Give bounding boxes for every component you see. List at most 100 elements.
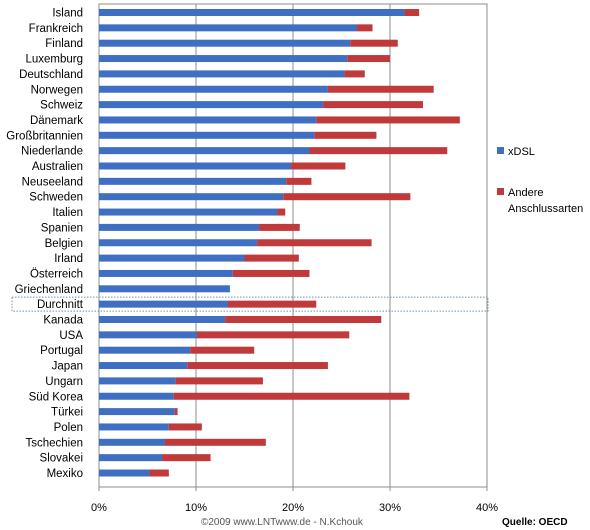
bar-andere (174, 408, 178, 416)
x-tick-label: 20% (282, 502, 304, 514)
category-label: Neuseeland (22, 176, 83, 188)
bar-andere (257, 239, 372, 247)
bar-andere (232, 269, 310, 277)
category-label: Finland (45, 38, 83, 50)
bar-xdsl (99, 147, 310, 155)
bar-xdsl (99, 316, 226, 323)
bar-andere (168, 423, 202, 431)
category-label: Schweden (29, 192, 83, 204)
bar-xdsl (99, 454, 163, 462)
x-tick-label: 0% (91, 502, 107, 514)
bar-xdsl (99, 39, 351, 47)
x-tick-labels: 0% 10% 20% 30% 40% (91, 502, 498, 514)
category-label: Türkei (51, 407, 83, 419)
bar-andere (347, 55, 390, 63)
bar-andere (357, 24, 373, 32)
highlight-box (11, 296, 489, 312)
bar-andere (291, 162, 346, 170)
category-label: Polen (54, 422, 83, 434)
category-label: Norwegen (31, 84, 83, 96)
bar-xdsl (99, 331, 197, 339)
bar-xdsl (99, 377, 176, 385)
legend: xDSL Andere Anschlussarten (497, 146, 583, 215)
bar-andere (309, 147, 448, 155)
bar-andere (173, 392, 410, 400)
category-label: Durchnitt (37, 299, 84, 311)
bar-andere (259, 223, 300, 231)
legend-label: Andere Anschlussarten (508, 187, 583, 215)
bar-andere (149, 469, 169, 477)
bar-xdsl (99, 70, 345, 78)
bar-andere (225, 316, 382, 323)
bar-xdsl (99, 193, 284, 201)
legend-swatch (497, 188, 504, 195)
source-label: Quelle: OECD (502, 517, 568, 528)
bar-andere (244, 254, 299, 262)
x-tick-label: 30% (379, 502, 401, 514)
bar-andere (316, 116, 460, 124)
category-label: Frankreich (29, 23, 83, 35)
bar-xdsl (99, 346, 191, 354)
category-label: Irland (54, 253, 83, 265)
category-label: Süd Korea (29, 391, 84, 403)
category-label: Niederlande (21, 146, 83, 158)
bar-andere (162, 454, 211, 462)
x-tick-label: 40% (476, 502, 498, 514)
category-label: Griechenland (15, 284, 83, 296)
bar-xdsl (99, 423, 169, 431)
category-label: Kanada (43, 315, 83, 327)
bar-xdsl (99, 392, 174, 400)
bar-andere (283, 193, 411, 201)
category-label: Spanien (41, 222, 83, 234)
bar-andere (175, 377, 263, 385)
category-label: Österreich (30, 268, 83, 280)
bar-xdsl (99, 269, 233, 277)
bar-xdsl (99, 177, 287, 185)
legend-label: xDSL (508, 146, 535, 158)
footer-credit: ©2009 www.LNTwww.de - N.Kchouk (201, 517, 364, 528)
category-label: Island (52, 8, 83, 20)
bar-andere (327, 85, 434, 93)
bar-xdsl (99, 223, 260, 231)
bar-xdsl (99, 162, 292, 170)
bar-xdsl (99, 438, 165, 446)
bar-xdsl (99, 254, 245, 262)
category-label: Luxemburg (25, 54, 83, 66)
bar-xdsl (99, 300, 229, 308)
bar-andere (350, 39, 398, 47)
category-label: Japan (52, 361, 83, 373)
highlight-row (11, 296, 489, 312)
bar-xdsl (99, 408, 175, 416)
bar-xdsl (99, 55, 348, 63)
category-label: Großbritannien (6, 130, 83, 142)
category-label: Italien (52, 207, 83, 219)
bar-xdsl (99, 116, 317, 124)
category-label: USA (59, 330, 83, 342)
bar-andere (164, 438, 266, 446)
category-label: Portugal (40, 345, 83, 357)
bar-xdsl (99, 208, 278, 216)
bar-xdsl (99, 85, 328, 93)
bar-andere (404, 9, 420, 16)
category-label: Slovakei (40, 453, 83, 465)
bar-xdsl (99, 239, 258, 247)
bar-andere (228, 300, 317, 308)
bar-xdsl (99, 101, 324, 109)
category-label: Belgien (45, 238, 83, 250)
bar-andere (344, 70, 365, 78)
category-label: Tschechien (25, 437, 83, 449)
category-label: Ungarn (45, 376, 83, 388)
bar-andere (277, 208, 286, 216)
bar-xdsl (99, 9, 405, 16)
bar-andere (286, 177, 312, 185)
category-label: Schweiz (40, 100, 83, 112)
category-label: Australien (32, 161, 83, 173)
bar-xdsl (99, 131, 315, 139)
category-label: Deutschland (19, 69, 83, 81)
bar-xdsl (99, 285, 230, 293)
bar-andere (323, 101, 423, 109)
bar-xdsl (99, 469, 150, 477)
bar-xdsl (99, 24, 358, 32)
category-label: Dänemark (30, 115, 83, 127)
